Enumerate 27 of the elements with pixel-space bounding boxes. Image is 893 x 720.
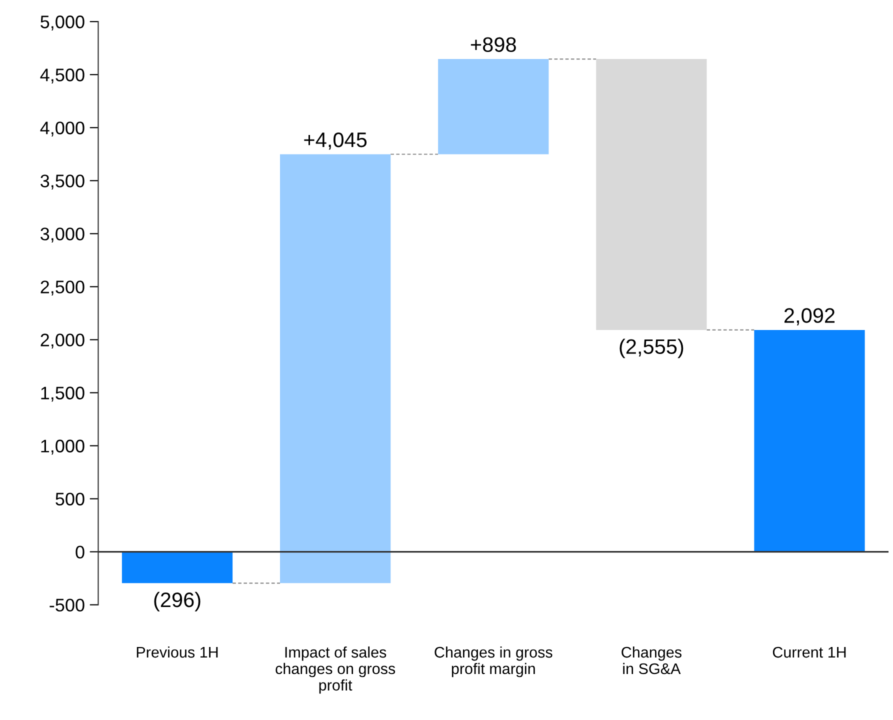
bar bbox=[596, 59, 707, 330]
bar bbox=[122, 552, 233, 584]
data-label: (2,555) bbox=[620, 338, 684, 358]
y-tick-label: 0 bbox=[76, 546, 84, 558]
bar bbox=[754, 330, 865, 552]
bar bbox=[438, 59, 549, 154]
x-tick-label: Impact of sales changes on gross profit bbox=[276, 646, 396, 694]
y-tick-label: 5,000 bbox=[40, 16, 84, 30]
y-tick-label: 4,000 bbox=[40, 122, 84, 136]
y-tick-label: 2,500 bbox=[40, 280, 84, 296]
data-label: 2,092 bbox=[784, 308, 835, 326]
data-label: +898 bbox=[470, 37, 516, 52]
y-tick-label: -500 bbox=[50, 598, 84, 612]
data-label: +4,045 bbox=[304, 132, 367, 150]
bar bbox=[280, 154, 391, 584]
y-tick-label: 2,000 bbox=[40, 334, 84, 349]
y-tick-label: 1,000 bbox=[41, 440, 84, 455]
y-tick-label: 1,500 bbox=[41, 386, 84, 402]
y-tick-label: 3,000 bbox=[40, 228, 84, 243]
y-tick-label: 500 bbox=[56, 492, 84, 506]
y-tick-label: 3,500 bbox=[40, 174, 84, 190]
data-label: (296) bbox=[154, 592, 200, 612]
x-tick-label: Changes in SG&A bbox=[622, 646, 682, 674]
y-tick-label: 4,500 bbox=[40, 68, 84, 84]
x-tick-label: Changes in gross profit margin bbox=[434, 646, 552, 678]
x-tick-label: Previous 1H bbox=[136, 646, 218, 658]
x-tick-label: Current 1H bbox=[772, 646, 846, 658]
